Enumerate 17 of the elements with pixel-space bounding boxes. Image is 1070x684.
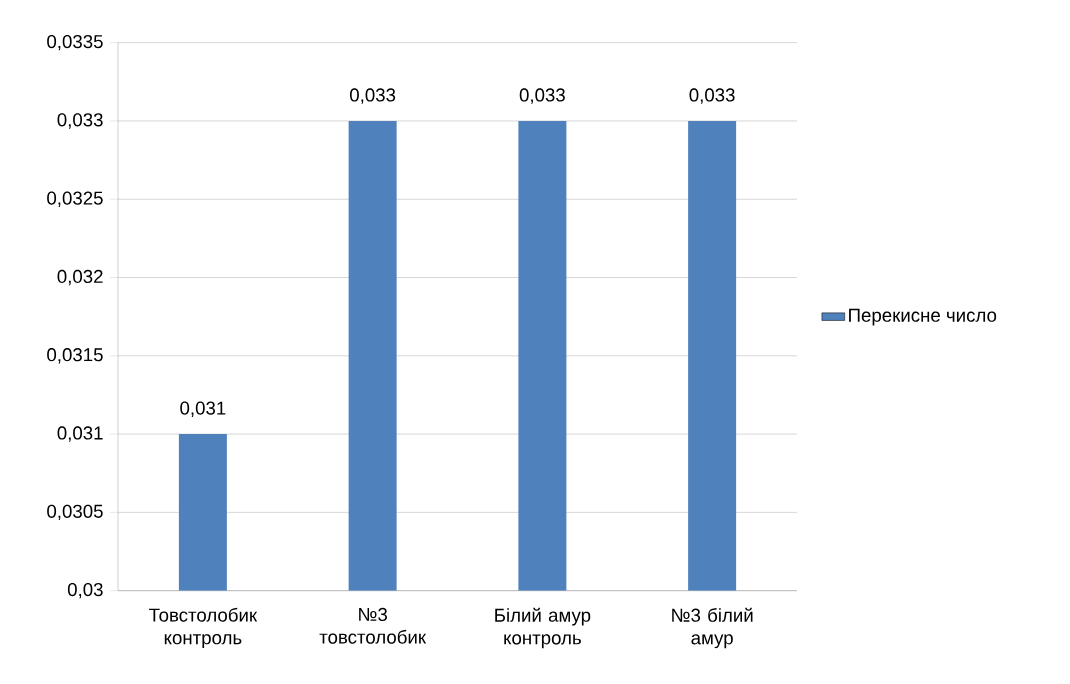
text: 0,033 bbox=[519, 88, 565, 104]
x-tick-label: Білий амур контроль bbox=[495, 607, 591, 649]
x-tick-label: Товстолобик контроль bbox=[149, 607, 258, 649]
text: 0,033 bbox=[689, 88, 735, 104]
y-tick-label: 0,0335 bbox=[47, 34, 103, 51]
x-tick-label: №3 товстолобик bbox=[319, 607, 427, 644]
y-tick-label: 0,03 bbox=[67, 582, 103, 599]
x-tick-label: №3 білий амур bbox=[672, 607, 753, 649]
text: 0,031 bbox=[180, 401, 226, 417]
y-tick-label: 0,031 bbox=[57, 426, 103, 442]
text: 0,033 bbox=[350, 88, 396, 104]
legend-label: Перекисне число bbox=[849, 308, 997, 326]
y-tick-label: 0,0315 bbox=[47, 348, 103, 364]
y-tick-label: 0,0325 bbox=[47, 191, 103, 207]
y-tick-label: 0,0305 bbox=[47, 504, 103, 521]
y-tick-label: 0,032 bbox=[57, 269, 103, 286]
y-tick-label: 0,033 bbox=[57, 113, 103, 129]
